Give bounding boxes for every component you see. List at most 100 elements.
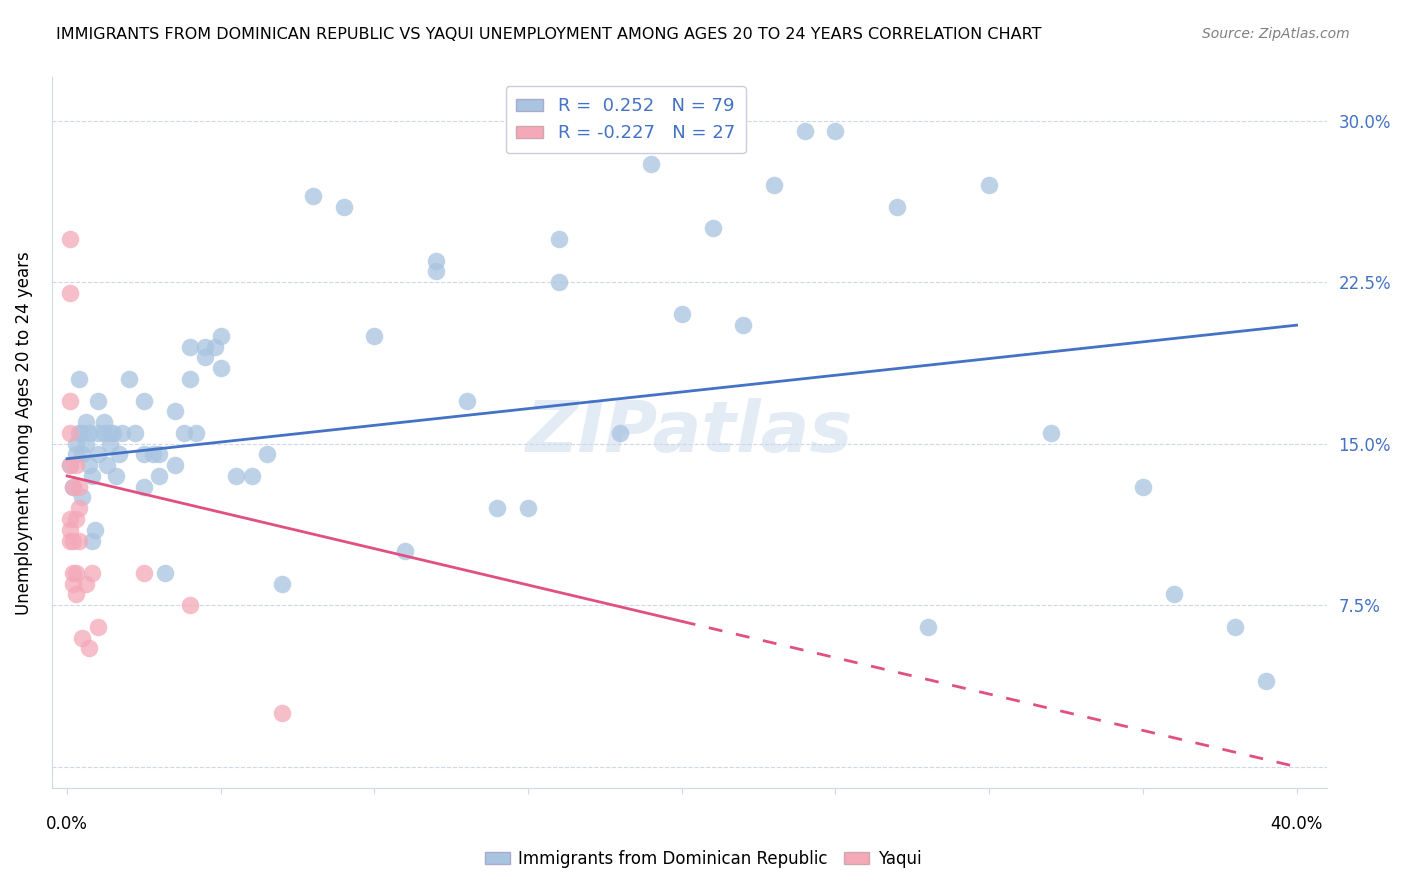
Point bbox=[179, 372, 201, 386]
Point bbox=[62, 480, 84, 494]
Point bbox=[256, 447, 278, 461]
Point bbox=[65, 458, 87, 473]
Point bbox=[98, 425, 121, 440]
Text: 0.0%: 0.0% bbox=[46, 815, 89, 833]
Point bbox=[486, 501, 509, 516]
Point bbox=[132, 393, 155, 408]
Point bbox=[77, 458, 100, 473]
Point bbox=[59, 458, 82, 473]
Point bbox=[547, 275, 569, 289]
Point bbox=[67, 501, 90, 516]
Point bbox=[640, 156, 662, 170]
Point bbox=[75, 576, 97, 591]
Point bbox=[93, 425, 115, 440]
Point bbox=[67, 533, 90, 548]
Point bbox=[117, 372, 139, 386]
Point bbox=[72, 491, 94, 505]
Point bbox=[67, 425, 90, 440]
Point bbox=[103, 425, 125, 440]
Point bbox=[83, 523, 105, 537]
Point bbox=[65, 447, 87, 461]
Point bbox=[179, 598, 201, 612]
Point bbox=[917, 620, 939, 634]
Point bbox=[979, 178, 1001, 193]
Point bbox=[271, 576, 294, 591]
Point bbox=[1223, 620, 1246, 634]
Legend: Immigrants from Dominican Republic, Yaqui: Immigrants from Dominican Republic, Yaqu… bbox=[478, 844, 928, 875]
Point bbox=[62, 480, 84, 494]
Point bbox=[67, 480, 90, 494]
Point bbox=[65, 587, 87, 601]
Point bbox=[425, 264, 447, 278]
Point bbox=[59, 458, 82, 473]
Point bbox=[204, 340, 226, 354]
Point bbox=[72, 425, 94, 440]
Point bbox=[87, 393, 110, 408]
Point bbox=[456, 393, 478, 408]
Point bbox=[65, 436, 87, 450]
Point bbox=[763, 178, 786, 193]
Point bbox=[517, 501, 540, 516]
Y-axis label: Unemployment Among Ages 20 to 24 years: Unemployment Among Ages 20 to 24 years bbox=[15, 251, 32, 615]
Point bbox=[425, 253, 447, 268]
Point bbox=[1254, 673, 1277, 688]
Point bbox=[132, 566, 155, 580]
Point bbox=[96, 458, 118, 473]
Point bbox=[332, 200, 354, 214]
Legend: R =  0.252   N = 79, R = -0.227   N = 27: R = 0.252 N = 79, R = -0.227 N = 27 bbox=[506, 87, 747, 153]
Point bbox=[148, 447, 170, 461]
Point bbox=[80, 533, 103, 548]
Point bbox=[271, 706, 294, 720]
Point bbox=[105, 469, 128, 483]
Point bbox=[62, 566, 84, 580]
Point bbox=[59, 533, 82, 548]
Point bbox=[793, 124, 815, 138]
Point bbox=[62, 533, 84, 548]
Point bbox=[62, 576, 84, 591]
Point bbox=[142, 447, 165, 461]
Point bbox=[225, 469, 247, 483]
Point bbox=[547, 232, 569, 246]
Point bbox=[93, 415, 115, 429]
Point bbox=[59, 393, 82, 408]
Text: IMMIGRANTS FROM DOMINICAN REPUBLIC VS YAQUI UNEMPLOYMENT AMONG AGES 20 TO 24 YEA: IMMIGRANTS FROM DOMINICAN REPUBLIC VS YA… bbox=[56, 27, 1042, 42]
Point bbox=[671, 307, 693, 321]
Point bbox=[155, 566, 177, 580]
Point bbox=[609, 425, 631, 440]
Point bbox=[394, 544, 416, 558]
Point bbox=[80, 469, 103, 483]
Point bbox=[302, 189, 325, 203]
Point bbox=[59, 512, 82, 526]
Text: Source: ZipAtlas.com: Source: ZipAtlas.com bbox=[1202, 27, 1350, 41]
Point bbox=[1163, 587, 1185, 601]
Point bbox=[75, 415, 97, 429]
Point bbox=[124, 425, 146, 440]
Point bbox=[98, 436, 121, 450]
Point bbox=[59, 232, 82, 246]
Point bbox=[65, 512, 87, 526]
Text: ZIPatlas: ZIPatlas bbox=[526, 399, 853, 467]
Point bbox=[132, 447, 155, 461]
Point bbox=[77, 425, 100, 440]
Point bbox=[363, 329, 385, 343]
Point bbox=[87, 447, 110, 461]
Point bbox=[77, 641, 100, 656]
Point bbox=[1132, 480, 1154, 494]
Point bbox=[209, 361, 232, 376]
Point bbox=[173, 425, 195, 440]
Point bbox=[194, 351, 217, 365]
Point bbox=[132, 480, 155, 494]
Point bbox=[240, 469, 263, 483]
Point bbox=[67, 372, 90, 386]
Point bbox=[72, 631, 94, 645]
Point bbox=[163, 458, 186, 473]
Point bbox=[75, 436, 97, 450]
Text: 40.0%: 40.0% bbox=[1271, 815, 1323, 833]
Point bbox=[886, 200, 908, 214]
Point bbox=[108, 447, 131, 461]
Point bbox=[87, 620, 110, 634]
Point bbox=[87, 425, 110, 440]
Point bbox=[209, 329, 232, 343]
Point bbox=[59, 523, 82, 537]
Point bbox=[59, 425, 82, 440]
